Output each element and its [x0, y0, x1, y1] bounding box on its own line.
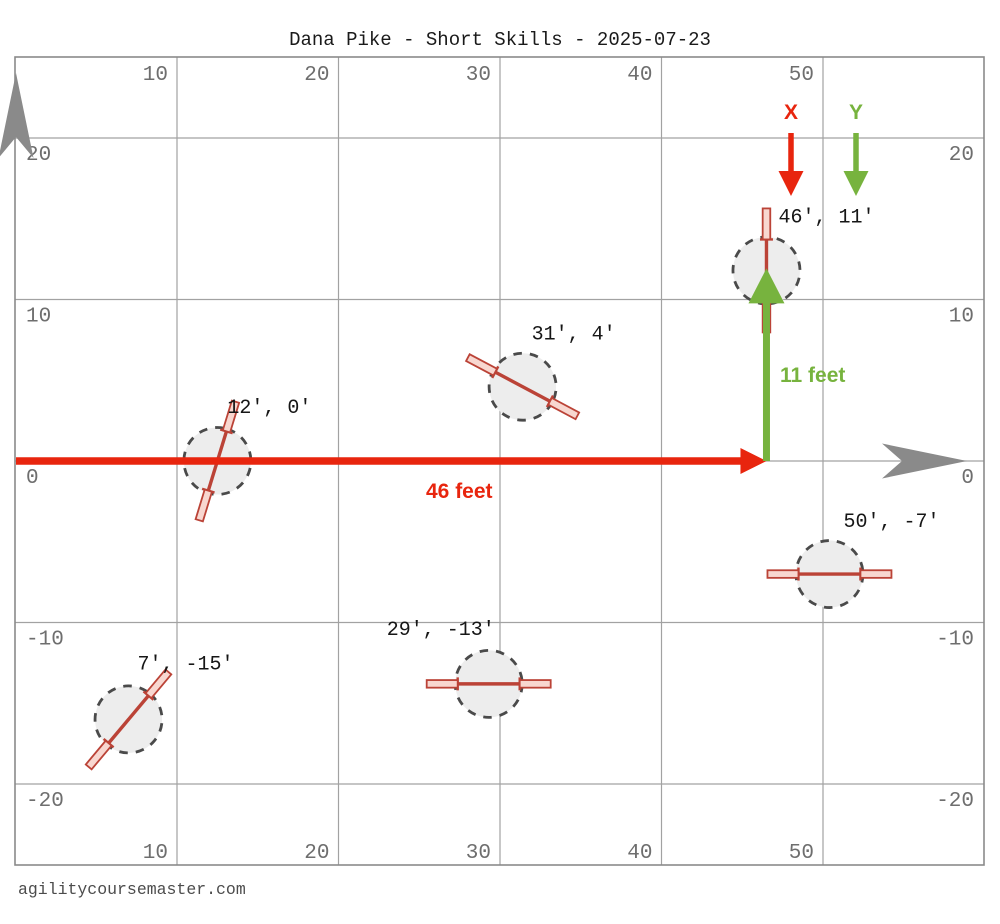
jump-pole	[107, 694, 150, 745]
tick-label-bottom: 20	[304, 842, 329, 865]
jump-wing	[761, 207, 772, 241]
tick-label-right: -20	[936, 790, 974, 813]
tick-label-bottom: 50	[789, 842, 814, 865]
jump-obstacle	[464, 351, 581, 422]
plot-border	[14, 56, 985, 866]
jump-obstacle	[84, 668, 173, 771]
jump-wing	[518, 679, 552, 689]
jump-wing	[859, 569, 893, 579]
y-axis-up-arrow-icon	[0, 73, 34, 158]
jump-label: 29', -13'	[387, 619, 495, 642]
x-indicator-arrowhead-icon	[778, 171, 804, 196]
tick-label-right: -10	[936, 629, 974, 652]
tick-label-right: 10	[949, 306, 974, 329]
tick-label-bottom: 30	[466, 842, 491, 865]
footer-watermark: agilitycoursemaster.com	[18, 880, 246, 899]
tick-label-top: 10	[143, 64, 168, 87]
jump-label: 31', 4'	[532, 324, 616, 347]
y-measure-label: 11 feet	[780, 364, 845, 387]
x-measure-label: 46 feet	[426, 480, 493, 503]
x-indicator-label: X	[784, 101, 798, 124]
tick-label-left: -10	[26, 629, 64, 652]
tick-label-left: -20	[26, 790, 64, 813]
tick-label-top: 20	[304, 64, 329, 87]
jump-wing	[464, 353, 499, 377]
jump-label: 7', -15'	[138, 653, 234, 676]
x-measure-arrowhead-icon	[740, 448, 767, 474]
tick-label-top: 30	[466, 64, 491, 87]
tick-label-top: 40	[627, 64, 652, 87]
jump-wing	[194, 488, 214, 523]
y-indicator-label: Y	[849, 101, 863, 124]
jump-label: 50', -7'	[843, 511, 939, 534]
tick-label-bottom: 40	[627, 842, 652, 865]
tick-label-top: 50	[789, 64, 814, 87]
jump-label: 46', 11'	[778, 206, 874, 229]
tick-label-left: 0	[26, 467, 39, 490]
y-measure-arrowhead-icon	[748, 268, 785, 304]
jump-obstacle	[766, 539, 893, 609]
jump-wing	[766, 569, 800, 579]
jump-obstacle	[425, 648, 552, 719]
tick-label-left: 20	[26, 144, 51, 167]
chart-title: Dana Pike - Short Skills - 2025-07-23	[289, 29, 711, 51]
jump-wing	[144, 668, 173, 700]
jump-label: 12', 0'	[227, 397, 311, 420]
jump-pole	[494, 370, 551, 403]
tick-label-right: 0	[961, 467, 974, 490]
tick-label-bottom: 10	[143, 842, 168, 865]
jump-wing	[546, 396, 581, 421]
y-indicator-arrowhead-icon	[843, 171, 869, 196]
jump-wing	[425, 679, 459, 689]
jump-wing	[221, 399, 241, 434]
jump-wing	[84, 739, 113, 771]
tick-label-left: 10	[26, 306, 51, 329]
x-axis-right-arrow-icon	[882, 443, 967, 479]
tick-label-right: 20	[949, 144, 974, 167]
